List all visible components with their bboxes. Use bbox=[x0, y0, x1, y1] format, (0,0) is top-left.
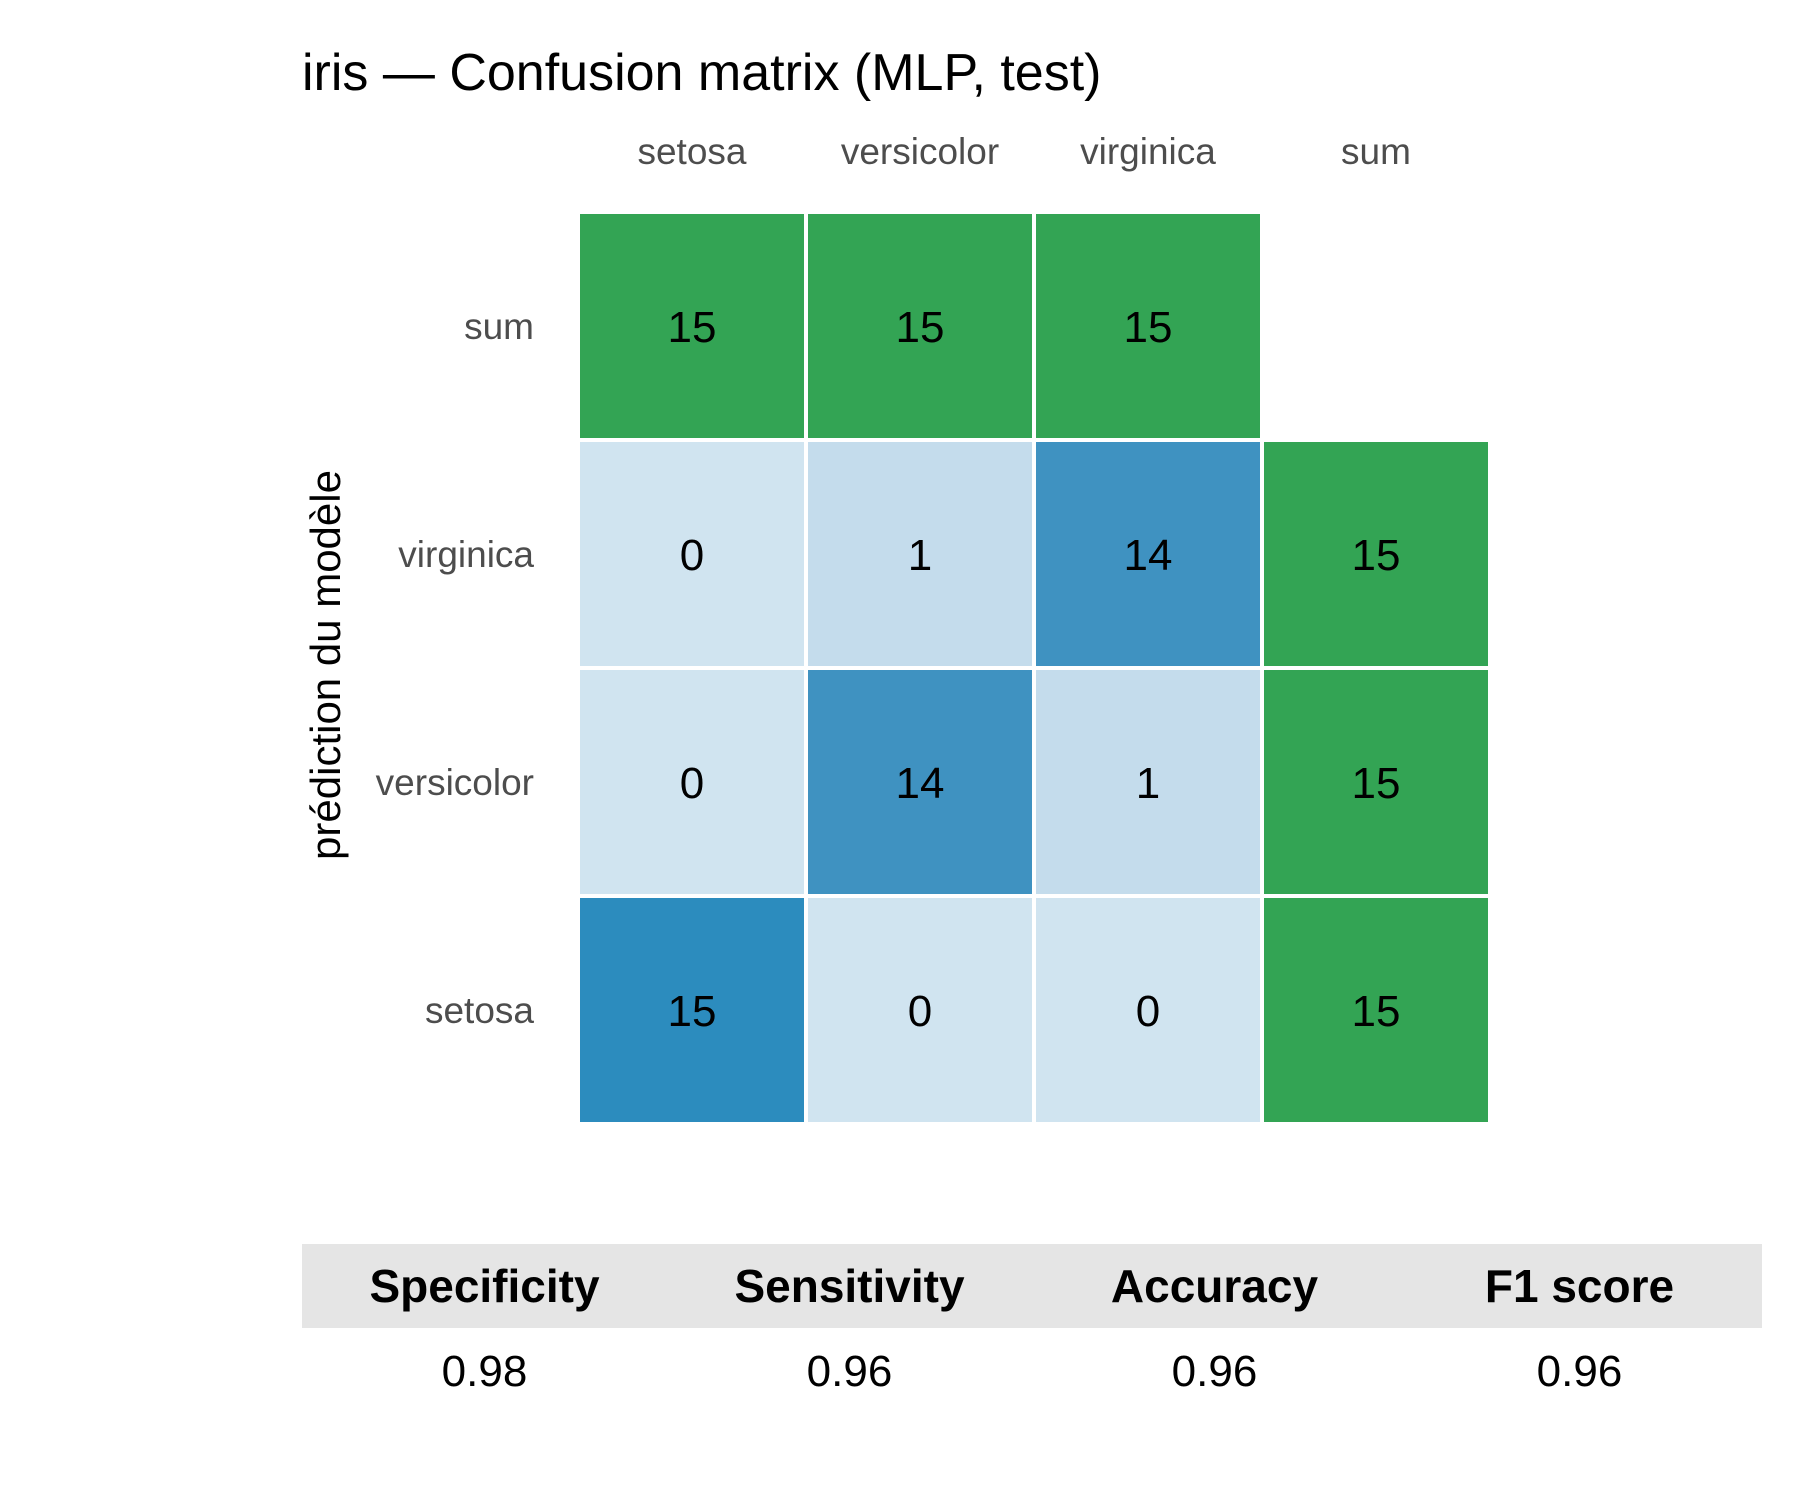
cell-setosa-versicolor-label: 0 bbox=[908, 987, 932, 1036]
cell-virginica-versicolor-label: 1 bbox=[908, 531, 932, 580]
sum-cell-row-versicolor bbox=[1260, 666, 1492, 898]
x-tick-virginica: virginica bbox=[1080, 131, 1216, 172]
y-tick-sum: sum bbox=[464, 306, 534, 347]
sum-cell-row-versicolor-label: 15 bbox=[1352, 759, 1401, 808]
metrics-value-row: 0.98 0.96 0.96 0.96 bbox=[302, 1328, 1762, 1416]
cell-setosa-versicolor bbox=[804, 894, 1036, 1126]
cell-virginica-virginica-label: 14 bbox=[1124, 531, 1173, 580]
sum-cell-row-virginica-label: 15 bbox=[1352, 531, 1401, 580]
cell-virginica-virginica bbox=[1032, 438, 1264, 670]
y-tick-versicolor: versicolor bbox=[376, 762, 534, 803]
metric-value-sensitivity: 0.96 bbox=[667, 1328, 1032, 1416]
cell-setosa-virginica bbox=[1032, 894, 1264, 1126]
metric-header-accuracy: Accuracy bbox=[1032, 1244, 1397, 1328]
y-tick-setosa: setosa bbox=[425, 990, 534, 1031]
cell-versicolor-versicolor bbox=[804, 666, 1036, 898]
cell-versicolor-virginica-label: 1 bbox=[1136, 759, 1160, 808]
cell-versicolor-versicolor-label: 14 bbox=[896, 759, 945, 808]
metric-value-f1-score: 0.96 bbox=[1397, 1328, 1762, 1416]
x-tick-setosa: setosa bbox=[637, 131, 746, 172]
cell-virginica-setosa-label: 0 bbox=[680, 531, 704, 580]
sum-cell-col-virginica-label: 15 bbox=[1124, 303, 1173, 352]
y-axis-label: prédiction du modèle bbox=[302, 470, 349, 860]
cell-virginica-setosa bbox=[576, 438, 808, 670]
y-tick-virginica: virginica bbox=[398, 534, 534, 575]
sum-cell-row-setosa-label: 15 bbox=[1352, 987, 1401, 1036]
metric-header-sensitivity: Sensitivity bbox=[667, 1244, 1032, 1328]
chart-title: iris — Confusion matrix (MLP, test) bbox=[302, 44, 1101, 102]
tick-labels: setosa versicolor virginica sum sum virginica… bbox=[376, 131, 1411, 1031]
metric-header-f1-score: F1 score bbox=[1397, 1244, 1762, 1328]
sum-cell-row-setosa bbox=[1260, 894, 1492, 1126]
sum-cell-col-versicolor-label: 15 bbox=[896, 303, 945, 352]
metric-value-specificity: 0.98 bbox=[302, 1328, 667, 1416]
cell-setosa-virginica-label: 0 bbox=[1136, 987, 1160, 1036]
cell-virginica-versicolor bbox=[804, 438, 1036, 670]
sum-cell-col-setosa-label: 15 bbox=[668, 303, 717, 352]
heatmap-cells: 15 15 15 15 0 0 15 0 14 1 15 0 1 14 15 bbox=[576, 210, 1492, 1126]
sum-cell-row-virginica bbox=[1260, 438, 1492, 670]
metric-value-accuracy: 0.96 bbox=[1032, 1328, 1397, 1416]
cell-versicolor-setosa bbox=[576, 666, 808, 898]
x-tick-sum: sum bbox=[1341, 131, 1411, 172]
cell-versicolor-setosa-label: 0 bbox=[680, 759, 704, 808]
cell-setosa-setosa-label: 15 bbox=[668, 987, 717, 1036]
x-tick-versicolor: versicolor bbox=[841, 131, 999, 172]
metrics-table: Specificity Sensitivity Accuracy F1 scor… bbox=[302, 1244, 1762, 1416]
sum-cell-col-setosa bbox=[576, 210, 808, 442]
metrics-header-row: Specificity Sensitivity Accuracy F1 scor… bbox=[302, 1244, 1762, 1328]
metric-header-specificity: Specificity bbox=[302, 1244, 667, 1328]
